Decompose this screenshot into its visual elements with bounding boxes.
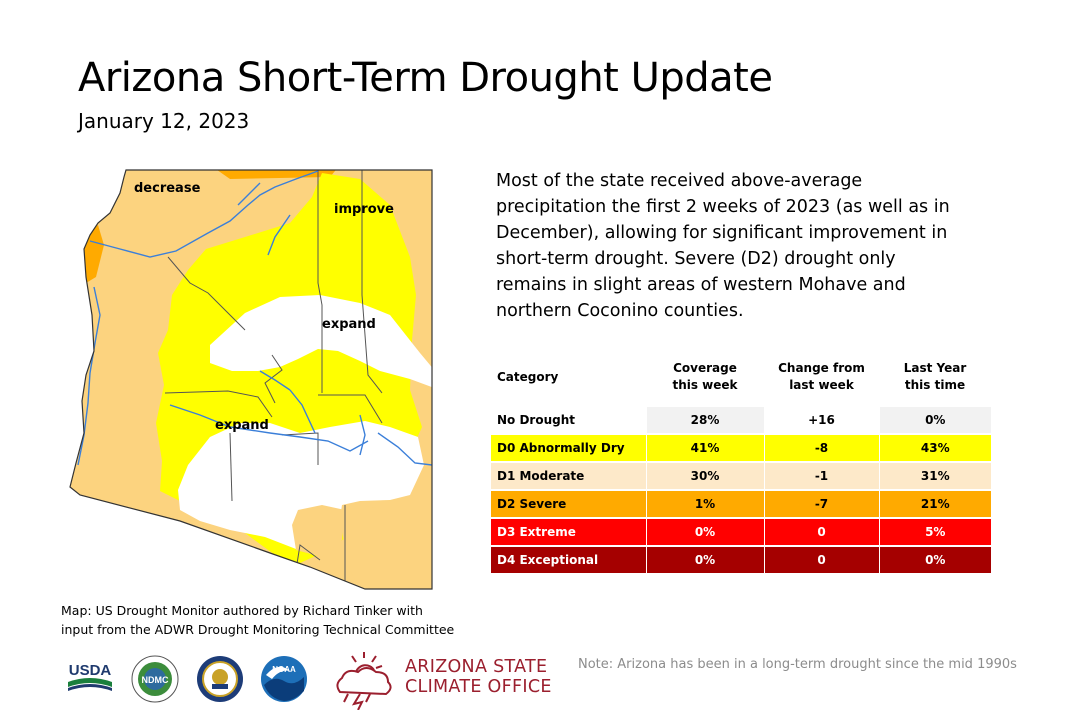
row-coverage: 0% bbox=[645, 517, 764, 546]
usda-logo: USDA bbox=[66, 660, 114, 694]
row-last-year: 31% bbox=[878, 461, 991, 490]
row-coverage: 41% bbox=[645, 433, 764, 462]
row-category: D3 Extreme bbox=[491, 517, 646, 546]
row-change: 0 bbox=[763, 517, 879, 546]
long-term-drought-note: Note: Arizona has been in a long-term dr… bbox=[578, 657, 1017, 672]
table-header-row: Category Coverage this week Change from la… bbox=[491, 355, 991, 399]
drought-category-table: Category Coverage this week Change from la… bbox=[491, 355, 991, 573]
table-row: D1 Moderate 30% -1 31% bbox=[491, 461, 991, 490]
row-change: +16 bbox=[763, 405, 879, 434]
map-label-improve: improve bbox=[334, 202, 394, 217]
update-date: January 12, 2023 bbox=[78, 109, 250, 133]
table-row: No Drought 28% +16 0% bbox=[491, 405, 991, 434]
row-last-year: 5% bbox=[878, 517, 991, 546]
no-drought-area-south bbox=[178, 421, 424, 549]
no-drought-area-north bbox=[210, 295, 432, 390]
page-title: Arizona Short-Term Drought Update bbox=[78, 55, 773, 101]
table-row: D0 Abnormally Dry 41% -8 43% bbox=[491, 433, 991, 462]
arizona-drought-map-graphic bbox=[69, 169, 433, 590]
svg-text:NOAA: NOAA bbox=[272, 665, 296, 674]
row-last-year: 0% bbox=[878, 405, 991, 434]
header-coverage: Coverage this week bbox=[646, 355, 764, 399]
row-change: 0 bbox=[763, 545, 879, 573]
row-change: -7 bbox=[763, 489, 879, 518]
map-credit-line1: Map: US Drought Monitor authored by Rich… bbox=[61, 603, 423, 618]
table-row: D2 Severe 1% -7 21% bbox=[491, 489, 991, 518]
map-label-decrease: decrease bbox=[134, 181, 201, 196]
table-row: D4 Exceptional 0% 0 0% bbox=[491, 545, 991, 573]
row-last-year: 21% bbox=[878, 489, 991, 518]
ndmc-logo: NDMC bbox=[131, 655, 179, 703]
row-category: No Drought bbox=[491, 405, 646, 434]
row-coverage: 28% bbox=[645, 405, 764, 434]
asco-logo-icon bbox=[330, 648, 400, 711]
row-category: D0 Abnormally Dry bbox=[491, 433, 646, 462]
map-label-expand-south: expand bbox=[215, 418, 269, 433]
map-label-expand-north: expand bbox=[322, 317, 376, 332]
row-last-year: 43% bbox=[878, 433, 991, 462]
summary-text: Most of the state received above-average… bbox=[496, 171, 950, 321]
header-last-year: Last Year this time bbox=[879, 355, 991, 399]
row-coverage: 1% bbox=[645, 489, 764, 518]
table-row: D3 Extreme 0% 0 5% bbox=[491, 517, 991, 546]
row-change: -1 bbox=[763, 461, 879, 490]
row-coverage: 0% bbox=[645, 545, 764, 573]
svg-text:NDMC: NDMC bbox=[142, 675, 169, 685]
d1-area-south-2 bbox=[340, 505, 432, 589]
map-credit-line2: input from the ADWR Drought Monitoring T… bbox=[61, 622, 455, 637]
row-category: D2 Severe bbox=[491, 489, 646, 518]
header-category: Category bbox=[491, 355, 646, 399]
header-change: Change from last week bbox=[764, 355, 879, 399]
d1-area-south-1 bbox=[292, 505, 345, 557]
row-category: D1 Moderate bbox=[491, 461, 646, 490]
asco-name: ARIZONA STATE CLIMATE OFFICE bbox=[405, 657, 552, 697]
row-change: -8 bbox=[763, 433, 879, 462]
map-credit: Map: US Drought Monitor authored by Rich… bbox=[61, 601, 454, 639]
row-category: D4 Exceptional bbox=[491, 545, 646, 573]
drought-map: decrease improve expand expand bbox=[60, 165, 440, 595]
adwr-seal-logo bbox=[196, 655, 244, 703]
row-coverage: 30% bbox=[645, 461, 764, 490]
noaa-logo: NOAA bbox=[260, 655, 308, 703]
row-last-year: 0% bbox=[878, 545, 991, 573]
svg-text:USDA: USDA bbox=[69, 662, 112, 679]
